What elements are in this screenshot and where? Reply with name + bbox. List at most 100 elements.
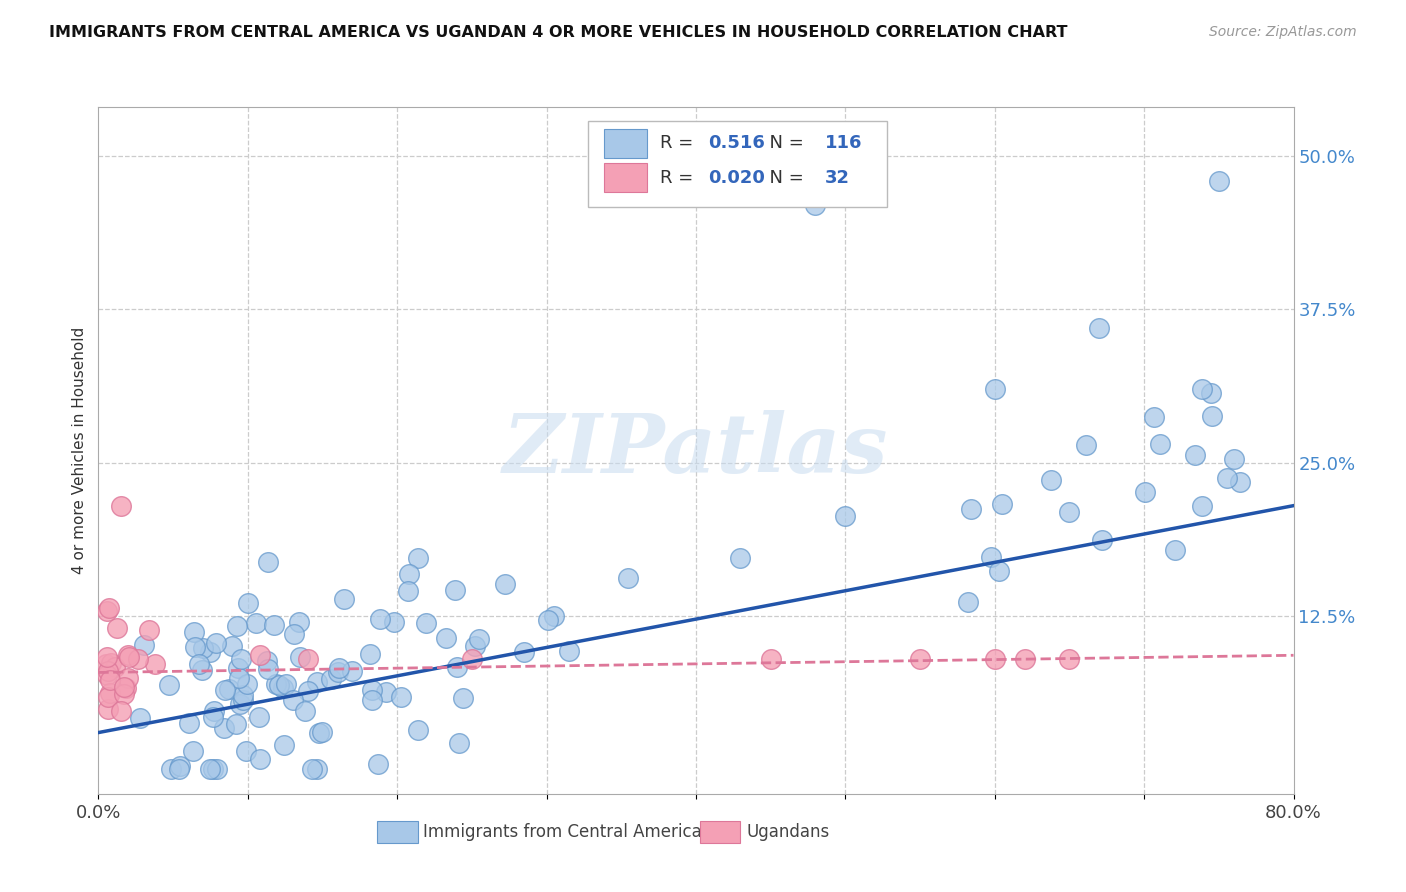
Point: [461, 652, 484, 666]
Point: [446, 660, 468, 674]
Text: 0.516: 0.516: [709, 135, 765, 153]
Point: [1014, 652, 1036, 666]
Point: [201, 762, 224, 776]
Point: [104, 660, 127, 674]
Point: [321, 672, 343, 686]
Point: [256, 654, 278, 668]
Point: [396, 584, 419, 599]
Point: [179, 715, 201, 730]
Point: [297, 683, 319, 698]
Point: [1074, 438, 1097, 452]
Text: R =: R =: [661, 169, 699, 186]
Point: [98, 673, 121, 688]
Point: [444, 582, 467, 597]
Text: IMMIGRANTS FROM CENTRAL AMERICA VS UGANDAN 4 OR MORE VEHICLES IN HOUSEHOLD CORRE: IMMIGRANTS FROM CENTRAL AMERICA VS UGAND…: [49, 25, 1067, 40]
Point: [205, 635, 228, 649]
Point: [257, 662, 280, 676]
Point: [804, 198, 827, 212]
Point: [96, 657, 118, 672]
Point: [375, 684, 398, 698]
Point: [464, 639, 486, 653]
Point: [181, 744, 204, 758]
Point: [202, 704, 225, 718]
Point: [225, 716, 247, 731]
Point: [398, 567, 420, 582]
Text: N =: N =: [758, 169, 810, 186]
Point: [956, 595, 979, 609]
Point: [184, 640, 207, 655]
Text: 32: 32: [825, 169, 851, 186]
Point: [382, 615, 405, 629]
Point: [1216, 471, 1239, 485]
Point: [558, 644, 581, 658]
Point: [1208, 173, 1230, 188]
Point: [97, 664, 120, 678]
Point: [1201, 409, 1223, 423]
Point: [434, 631, 457, 645]
Point: [308, 726, 330, 740]
Point: [96, 650, 118, 665]
FancyBboxPatch shape: [605, 129, 647, 158]
Point: [453, 690, 475, 705]
Point: [264, 677, 287, 691]
Point: [1164, 543, 1187, 558]
Point: [1088, 321, 1111, 335]
Point: [249, 648, 271, 663]
FancyBboxPatch shape: [589, 120, 887, 207]
Point: [728, 551, 751, 566]
Text: N =: N =: [758, 135, 810, 153]
Point: [991, 497, 1014, 511]
Point: [513, 645, 536, 659]
Point: [167, 762, 190, 776]
Point: [115, 681, 138, 695]
Point: [127, 651, 149, 665]
Point: [283, 627, 305, 641]
Point: [138, 623, 160, 637]
Point: [97, 702, 120, 716]
Point: [305, 762, 328, 776]
Point: [228, 671, 250, 685]
Point: [110, 704, 132, 718]
Text: ZIPatlas: ZIPatlas: [503, 410, 889, 491]
Point: [1059, 652, 1081, 666]
Point: [984, 382, 1007, 396]
Point: [1040, 474, 1063, 488]
Point: [271, 681, 294, 696]
Point: [987, 564, 1010, 578]
Point: [198, 645, 221, 659]
Point: [105, 621, 128, 635]
Text: Source: ZipAtlas.com: Source: ZipAtlas.com: [1209, 25, 1357, 39]
Y-axis label: 4 or more Vehicles in Household: 4 or more Vehicles in Household: [72, 326, 87, 574]
Point: [238, 596, 260, 610]
Point: [96, 667, 118, 681]
Point: [297, 652, 319, 666]
Point: [198, 762, 221, 776]
Point: [834, 508, 856, 523]
Point: [221, 639, 243, 653]
Point: [112, 687, 135, 701]
Point: [537, 613, 560, 627]
Point: [98, 686, 121, 700]
Point: [389, 690, 412, 704]
Point: [218, 682, 240, 697]
Point: [263, 618, 285, 632]
Text: 0.020: 0.020: [709, 169, 765, 186]
Point: [96, 604, 118, 618]
Point: [276, 677, 298, 691]
Point: [226, 661, 249, 675]
Point: [214, 682, 236, 697]
Point: [169, 759, 191, 773]
Point: [205, 762, 228, 776]
Point: [202, 709, 225, 723]
Point: [1199, 386, 1222, 401]
Point: [128, 710, 150, 724]
Point: [360, 683, 382, 698]
Point: [212, 722, 235, 736]
Point: [117, 648, 139, 662]
Point: [1090, 533, 1112, 548]
Point: [543, 609, 565, 624]
Text: Immigrants from Central America: Immigrants from Central America: [423, 823, 702, 841]
Point: [1059, 505, 1081, 519]
Point: [1135, 484, 1157, 499]
Point: [187, 657, 209, 671]
